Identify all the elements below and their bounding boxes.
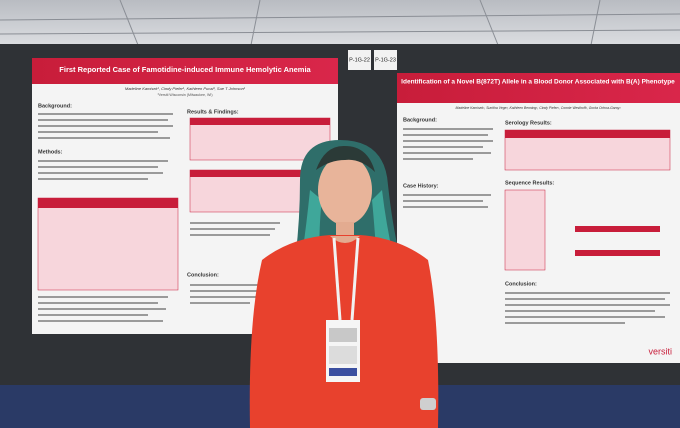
person: [249, 140, 439, 428]
poster-affiliation: ¹Versiti Wisconsin (Milwaukee, WI): [157, 93, 212, 97]
poster-authors: Madeline Kamisek¹, Sunitha Vege², Kathle…: [456, 106, 622, 110]
section-heading: Methods:: [38, 149, 63, 155]
poster-authors: Madeline Kamisek¹, Cindy Piefer¹, Kathle…: [125, 86, 246, 91]
logo: versiti: [648, 346, 672, 356]
sign-label: P-1G-23: [375, 57, 396, 63]
poster-header: [32, 58, 338, 84]
sign: [374, 50, 397, 70]
poster-title: First Reported Case of Famotidine-induce…: [59, 65, 311, 74]
section-heading: Conclusion:: [505, 281, 537, 287]
section-heading: Results & Findings:: [187, 109, 239, 115]
section-heading: Conclusion:: [187, 272, 219, 278]
sign-label: P-1G-22: [349, 57, 370, 63]
poster-header: [397, 73, 680, 103]
section-heading: Sequence Results:: [505, 180, 554, 186]
sign: [348, 50, 371, 70]
data-table: [37, 117, 331, 291]
section-heading: Background:: [38, 103, 72, 109]
section-heading: Background:: [403, 117, 437, 123]
trusses: [0, 0, 680, 51]
poster-title: Identification of a Novel B(872T) Allele…: [401, 79, 675, 86]
section-heading: Case History:: [403, 183, 439, 189]
body-text: [403, 128, 670, 324]
ceiling: [0, 0, 680, 50]
body-text: [38, 113, 280, 322]
section-heading: Serology Results:: [505, 120, 552, 126]
data-table: [504, 129, 671, 271]
